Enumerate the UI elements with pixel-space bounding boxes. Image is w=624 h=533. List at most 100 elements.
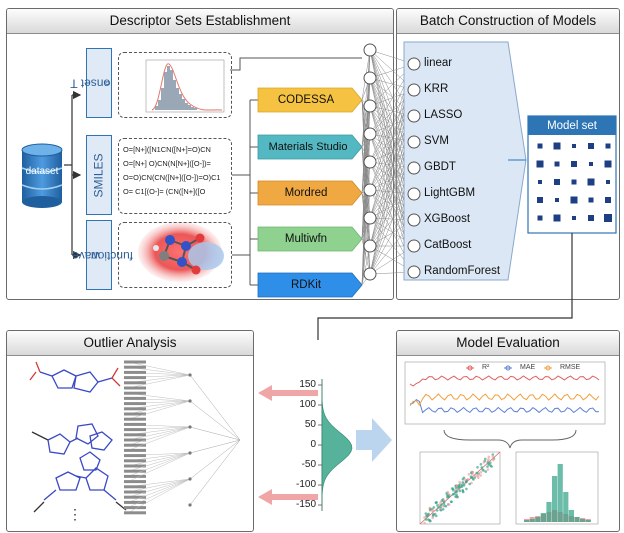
- model-set-to-evaluation-connector: [317, 233, 573, 340]
- network-edge: [361, 245, 371, 286]
- model-set-square: [537, 197, 543, 203]
- model-set-square: [572, 144, 576, 148]
- scatter-point: [432, 513, 435, 516]
- scatter-point: [434, 501, 438, 504]
- density-tick-label: 0: [310, 439, 316, 450]
- scatter-point: [491, 455, 495, 458]
- dendrogram-branch: [127, 426, 191, 451]
- dendrogram-branch: [189, 439, 241, 454]
- scatter-point: [435, 509, 439, 512]
- dendrogram-node: [188, 503, 192, 507]
- dendrogram-leaf: [124, 370, 146, 374]
- scatter-point: [479, 471, 483, 474]
- dendrogram-leaf: [124, 422, 146, 426]
- error-bar-green: [524, 520, 530, 522]
- network-edge: [361, 217, 371, 286]
- evaluation-brace: [443, 429, 577, 449]
- network-input-nodes: [363, 43, 377, 281]
- scatter-point: [437, 506, 440, 509]
- dendrogram-leaf: [124, 454, 146, 458]
- model-node: [407, 83, 421, 97]
- scatter-point: [482, 461, 486, 464]
- legend-marker: [505, 365, 511, 371]
- dendrogram-leaf: [124, 402, 146, 406]
- dendrogram-branch: [127, 426, 191, 446]
- network-input-node: [363, 71, 377, 85]
- network-edge: [361, 161, 371, 286]
- onset-td-text: onset T: [70, 76, 111, 91]
- scatter-point: [491, 458, 495, 462]
- error-bar-green: [585, 520, 591, 522]
- model-set-square: [605, 197, 611, 203]
- network-input-node: [363, 155, 377, 169]
- error-bar-green: [574, 517, 580, 522]
- scatter-point: [442, 499, 446, 502]
- model-lightgbm: LightGBM: [424, 187, 476, 199]
- network-input-node: [363, 183, 377, 197]
- scatter-point: [461, 481, 465, 484]
- scatter-point: [458, 480, 461, 484]
- dendrogram-leaf: [124, 417, 146, 421]
- scatter-point: [486, 465, 489, 468]
- onset-dashed-box: [118, 52, 232, 118]
- evaluation-series-line: [409, 398, 600, 414]
- density-tick-label: -50: [301, 459, 316, 470]
- scatter-point: [439, 505, 442, 509]
- dataset-database-icon: [21, 143, 63, 208]
- dendrogram-leaf: [124, 480, 146, 484]
- network-input-node: [363, 99, 377, 113]
- smiles-line-4: O= C1[(O-]= (CN([N+]([O: [123, 187, 206, 196]
- dendrogram-leaf: [124, 506, 146, 510]
- scatter-point: [461, 490, 465, 494]
- dendrogram-leaf: [124, 438, 146, 442]
- model-set-square: [538, 180, 542, 184]
- scatter-point: [462, 484, 466, 487]
- dendrogram-leaf: [124, 381, 146, 385]
- scatter-point: [466, 478, 470, 481]
- model-set-square: [537, 215, 543, 221]
- smiles-label: SMILES: [86, 135, 112, 215]
- dendrogram-branch: [127, 361, 191, 376]
- error-bar-green: [557, 464, 563, 522]
- onset-histogram: [145, 59, 225, 113]
- scatter-point: [442, 502, 446, 505]
- network-edge: [361, 49, 371, 148]
- dendrogram-node: [188, 451, 192, 455]
- evaluation-series-line: [409, 393, 600, 407]
- scatter-point: [423, 521, 426, 525]
- scatter-point: [461, 477, 465, 481]
- scatter-point: [426, 513, 430, 516]
- dendrogram-leaf: [124, 376, 146, 380]
- scatter-point: [455, 490, 459, 493]
- model-node: [407, 265, 421, 279]
- network-input-node: [363, 211, 377, 225]
- scatter-point: [431, 509, 435, 512]
- dendrogram-leaf: [124, 469, 146, 473]
- model-set-square: [604, 214, 612, 222]
- dendrogram-branch: [127, 478, 191, 508]
- legend-marker: [467, 365, 473, 371]
- legend-rmse: RMSE: [560, 364, 581, 371]
- dendrogram-leaf: [124, 428, 146, 432]
- software-arrows: [257, 87, 363, 298]
- model-set-square: [588, 143, 594, 149]
- software-materials-studio: Materials Studio: [268, 141, 348, 153]
- scatter-point: [476, 466, 479, 469]
- dendrogram-branch: [189, 374, 241, 441]
- scatter-point: [424, 518, 428, 521]
- more-molecules-ellipsis: ⋮: [68, 506, 82, 522]
- model-catboost: CatBoost: [424, 239, 472, 251]
- scatter-point: [477, 476, 480, 480]
- scatter-point: [465, 487, 468, 491]
- model-set-square: [588, 197, 594, 203]
- scatter-point: [471, 470, 475, 474]
- network-input-node: [363, 239, 377, 253]
- smiles-line-3: O=O)CN(CN([N+]([O-])=O)C1: [123, 173, 221, 182]
- dendrogram-leaf: [124, 412, 146, 416]
- dendrogram-leaf: [124, 386, 146, 390]
- scatter-point: [479, 474, 483, 477]
- software-mordred: Mordred: [284, 187, 328, 199]
- dendrogram-node: [188, 399, 192, 403]
- software-multiwfn: Multiwfn: [284, 233, 328, 245]
